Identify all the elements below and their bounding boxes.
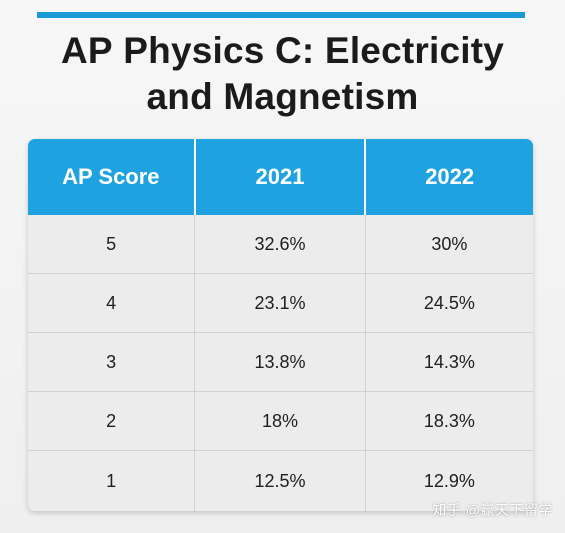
score-table: AP Score 2021 2022 5 32.6% 30% 4 23.1% 2… bbox=[28, 139, 533, 511]
value-2021-cell: 13.8% bbox=[195, 333, 366, 391]
value-2021-cell: 18% bbox=[195, 392, 366, 450]
watermark-text: 知乎 @赢天下留学 bbox=[432, 502, 553, 518]
table-row: 4 23.1% 24.5% bbox=[28, 274, 533, 333]
top-accent-rule bbox=[37, 12, 525, 18]
score-cell: 1 bbox=[28, 451, 196, 511]
value-2022-cell: 12.9% bbox=[423, 470, 475, 491]
table-row: 1 12.5% 12.9% bbox=[28, 451, 533, 511]
title-line-2: and Magnetism bbox=[146, 76, 419, 117]
value-2022-cell: 24.5% bbox=[423, 292, 475, 313]
value-2021-cell: 12.5% bbox=[195, 451, 366, 511]
page-title: AP Physics C: Electricity and Magnetism bbox=[0, 28, 565, 120]
value-2022-cell: 18.3% bbox=[423, 410, 475, 431]
table-row: 3 13.8% 14.3% bbox=[28, 333, 533, 392]
table-header-row: AP Score 2021 2022 bbox=[28, 139, 533, 215]
value-2021-cell: 32.6% bbox=[195, 215, 366, 273]
value-2022-cell: 30% bbox=[431, 233, 468, 254]
value-2022-cell: 14.3% bbox=[423, 351, 475, 372]
title-rest: Physics C: Electricity bbox=[123, 30, 505, 71]
value-2021-cell: 23.1% bbox=[195, 274, 366, 332]
table-row: 5 32.6% 30% bbox=[28, 215, 533, 274]
header-2022: 2022 bbox=[425, 164, 475, 189]
header-ap-score: AP Score bbox=[28, 139, 196, 215]
header-2021: 2021 bbox=[196, 139, 367, 215]
table-row: 2 18% 18.3% bbox=[28, 392, 533, 451]
score-cell: 3 bbox=[28, 333, 196, 391]
title-line-1: AP Physics C: Electricity bbox=[0, 28, 565, 74]
score-cell: 5 bbox=[28, 215, 196, 273]
score-cell: 4 bbox=[28, 274, 196, 332]
title-strong: AP bbox=[60, 30, 113, 71]
score-cell: 2 bbox=[28, 392, 196, 450]
